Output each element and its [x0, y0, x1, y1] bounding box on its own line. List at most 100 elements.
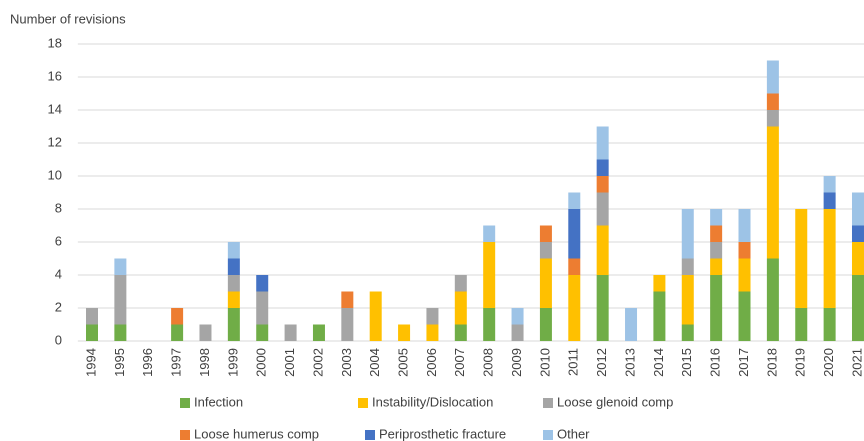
bar-segment — [596, 176, 609, 193]
bar-segment — [341, 308, 354, 341]
x-tick-label: 1996 — [140, 348, 155, 377]
y-tick-label: 18 — [48, 35, 62, 50]
legend-swatch — [180, 398, 190, 408]
bar-segment — [738, 291, 751, 341]
bar-segment — [369, 291, 382, 341]
x-tick-label: 2007 — [452, 348, 467, 377]
bar-segment — [568, 209, 581, 259]
legend-label: Loose glenoid comp — [557, 394, 673, 409]
y-tick-label: 2 — [55, 299, 62, 314]
bar-segment — [710, 242, 723, 259]
bar-segment — [539, 242, 552, 259]
bar-segment — [653, 275, 666, 292]
bar-segment — [795, 209, 808, 308]
bar-segment — [86, 324, 98, 341]
bar-segment — [795, 308, 808, 341]
y-tick-label: 6 — [55, 233, 62, 248]
bar-segment — [539, 225, 552, 242]
bar-segment — [256, 291, 269, 325]
bar-segment — [851, 275, 864, 341]
bar-segment — [766, 60, 779, 94]
legend-swatch — [543, 430, 553, 440]
x-tick-label: 2004 — [367, 348, 382, 377]
bar-segment — [312, 324, 325, 341]
bar-segment — [596, 126, 609, 160]
bar-segment — [766, 110, 779, 127]
bar-segment — [823, 176, 836, 193]
x-tick-label: 2018 — [764, 348, 779, 377]
bar-segment — [483, 242, 496, 308]
bar-segment — [851, 192, 864, 226]
x-tick-label: 2003 — [339, 348, 354, 377]
bar-segment — [483, 308, 496, 341]
x-tick-label: 2016 — [708, 348, 723, 377]
x-tick-label: 2021 — [849, 348, 864, 377]
bar-segment — [766, 258, 779, 341]
bar-segment — [710, 258, 723, 275]
bar-segment — [256, 275, 269, 292]
bar-segment — [256, 324, 269, 341]
legend-swatch — [543, 398, 553, 408]
bar-segment — [398, 324, 411, 341]
x-tick-label: 2013 — [622, 348, 637, 377]
x-tick-label: 2000 — [254, 348, 269, 377]
x-tick-label: 2020 — [821, 348, 836, 377]
legend-swatch — [180, 430, 190, 440]
y-tick-label: 8 — [55, 200, 62, 215]
y-tick-label: 4 — [55, 266, 62, 281]
bar-segment — [454, 275, 467, 292]
bar-segment — [86, 308, 98, 325]
bar-segment — [171, 324, 184, 341]
x-tick-label: 2012 — [594, 348, 609, 377]
bar-segment — [227, 308, 240, 341]
bar-segment — [483, 225, 496, 242]
bar-segment — [454, 324, 467, 341]
bar-segment — [114, 275, 127, 325]
x-tick-label: 2002 — [310, 348, 325, 377]
bar-segment — [568, 258, 581, 275]
bar-segment — [681, 324, 694, 341]
bar-segment — [511, 324, 524, 341]
legend-label: Infection — [194, 394, 243, 409]
bar-segment — [823, 192, 836, 209]
legend-label: Instability/Dislocation — [372, 394, 493, 409]
bar-segment — [766, 126, 779, 259]
bar-segment — [227, 258, 240, 275]
legend-label: Loose humerus comp — [194, 426, 319, 441]
y-tick-label: 10 — [48, 167, 62, 182]
x-tick-label: 1994 — [83, 348, 98, 377]
bar-segment — [596, 159, 609, 176]
bar-segment — [851, 242, 864, 275]
x-tick-label: 1999 — [225, 348, 240, 377]
bar-segment — [539, 308, 552, 341]
bar-segment — [284, 324, 297, 341]
x-tick-label: 2001 — [282, 348, 297, 377]
x-tick-label: 2015 — [679, 348, 694, 377]
x-tick-label: 2010 — [537, 348, 552, 377]
y-tick-label: 14 — [48, 101, 62, 116]
bar-segment — [766, 93, 779, 110]
bar-segment — [681, 258, 694, 275]
bar-segment — [511, 308, 524, 325]
y-tick-label: 0 — [55, 332, 62, 347]
bar-segment — [171, 308, 184, 325]
x-tick-label: 2006 — [424, 348, 439, 377]
x-tick-label: 2014 — [651, 348, 666, 377]
bar-segment — [851, 225, 864, 242]
x-tick-label: 1998 — [197, 348, 212, 377]
bar-segment — [199, 324, 212, 341]
bar-segment — [710, 275, 723, 341]
legend-label: Periprosthetic fracture — [379, 426, 506, 441]
bar-segment — [738, 242, 751, 259]
bar-segment — [681, 209, 694, 259]
x-tick-label: 1997 — [169, 348, 184, 377]
x-tick-label: 1995 — [112, 348, 127, 377]
x-tick-label: 2008 — [481, 348, 496, 377]
bar-segment — [114, 258, 127, 275]
legend-label: Other — [557, 426, 590, 441]
bar-segment — [341, 291, 354, 308]
x-tick-label: 2019 — [793, 348, 808, 377]
bar-segment — [681, 275, 694, 325]
bar-segment — [625, 308, 638, 341]
bar-segment — [426, 324, 439, 341]
